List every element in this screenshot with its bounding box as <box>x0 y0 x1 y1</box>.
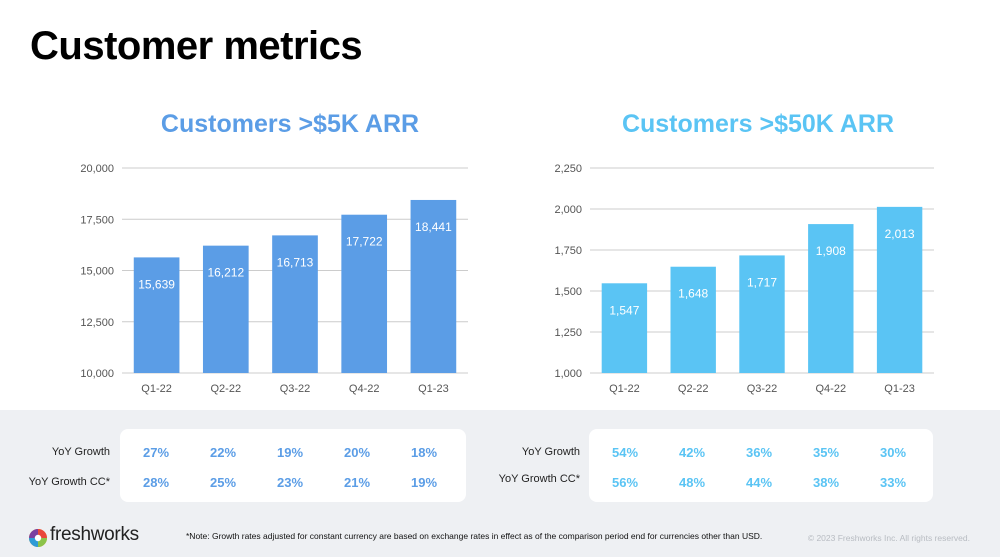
y-tick-label: 10,000 <box>80 368 114 380</box>
x-tick-label: Q2-22 <box>678 383 709 395</box>
x-tick-label: Q3-22 <box>280 383 311 395</box>
growth-value-cc: 33% <box>879 475 907 490</box>
bar <box>876 206 923 373</box>
data-label: 16,713 <box>277 255 314 269</box>
data-label: 2,013 <box>885 227 915 241</box>
growth-value: 42% <box>678 445 706 460</box>
bar <box>808 224 854 373</box>
y-tick-label: 1,000 <box>554 368 582 380</box>
x-tick-label: Q4-22 <box>816 383 847 395</box>
bar <box>341 214 388 373</box>
growth-value-cc: 48% <box>678 475 706 490</box>
freshworks-logo-text: freshworks <box>50 524 139 545</box>
row-label-yoy-growth-cc: YoY Growth CC* <box>498 473 580 485</box>
data-label: 18,441 <box>415 220 452 234</box>
growth-value-cc: 28% <box>142 475 170 490</box>
growth-value: 54% <box>611 445 639 460</box>
copyright: © 2023 Freshworks Inc. All rights reserv… <box>807 533 970 543</box>
footnote: *Note: Growth rates adjusted for constan… <box>186 531 763 541</box>
growth-value-cc: 38% <box>812 475 840 490</box>
growth-value: 30% <box>879 445 907 460</box>
x-tick-label: Q1-22 <box>609 383 640 395</box>
data-label: 15,639 <box>138 277 175 291</box>
chart-title-5k: Customers >$5K ARR <box>160 110 420 138</box>
y-tick-label: 12,500 <box>80 317 114 329</box>
growth-value: 20% <box>343 445 371 460</box>
x-tick-label: Q1-22 <box>141 383 172 395</box>
bar <box>601 283 648 373</box>
row-label-yoy-growth-cc: YoY Growth CC* <box>28 476 110 488</box>
growth-value-cc: 21% <box>343 475 371 490</box>
bar <box>410 199 457 373</box>
bar <box>670 266 716 373</box>
growth-value: 22% <box>209 445 237 460</box>
x-tick-label: Q3-22 <box>747 383 778 395</box>
growth-value-cc: 44% <box>745 475 773 490</box>
growth-value: 36% <box>745 445 773 460</box>
y-tick-label: 15,000 <box>80 266 114 278</box>
growth-value: 18% <box>410 445 438 460</box>
growth-value: 27% <box>142 445 170 460</box>
data-label: 1,547 <box>609 303 639 317</box>
y-tick-label: 2,000 <box>554 204 582 216</box>
y-tick-label: 1,500 <box>554 286 582 298</box>
growth-value-cc: 56% <box>611 475 639 490</box>
growth-value-cc: 23% <box>276 475 304 490</box>
growth-value-cc: 19% <box>410 475 438 490</box>
y-tick-label: 1,250 <box>554 327 582 339</box>
data-label: 1,717 <box>747 275 777 289</box>
chart-customers-5k: 10,000 12,500 15,000 17,500 20,000 15,639 Q1-2… <box>80 163 468 395</box>
data-label: 16,212 <box>207 266 244 280</box>
row-label-yoy-growth: YoY Growth <box>51 446 110 458</box>
page-title: Customer metrics <box>30 24 363 68</box>
row-label-yoy-growth: YoY Growth <box>521 446 580 458</box>
x-tick-label: Q1-23 <box>418 383 449 395</box>
growth-panel-5k <box>120 429 466 502</box>
data-label: 1,648 <box>678 287 708 301</box>
bar <box>133 257 180 373</box>
y-tick-label: 2,250 <box>554 163 582 175</box>
x-tick-label: Q2-22 <box>211 383 242 395</box>
x-tick-label: Q4-22 <box>349 383 380 395</box>
chart-customers-50k: 1,000 1,250 1,500 1,750 2,000 2,250 1,547 Q1-22… <box>554 163 934 395</box>
bar <box>202 245 249 373</box>
bar <box>272 235 318 373</box>
growth-value-cc: 25% <box>209 475 237 490</box>
y-tick-label: 1,750 <box>554 245 582 257</box>
growth-value: 35% <box>812 445 840 460</box>
y-tick-label: 20,000 <box>80 163 114 175</box>
x-tick-label: Q1-23 <box>884 383 915 395</box>
y-tick-label: 17,500 <box>80 214 114 226</box>
bar <box>739 255 785 373</box>
chart-title-50k: Customers >$50K ARR <box>621 110 895 138</box>
growth-value: 19% <box>276 445 304 460</box>
data-label: 1,908 <box>816 244 846 258</box>
data-label: 17,722 <box>346 235 383 249</box>
freshworks-logo-icon <box>29 529 47 547</box>
growth-panel-50k <box>589 429 933 502</box>
